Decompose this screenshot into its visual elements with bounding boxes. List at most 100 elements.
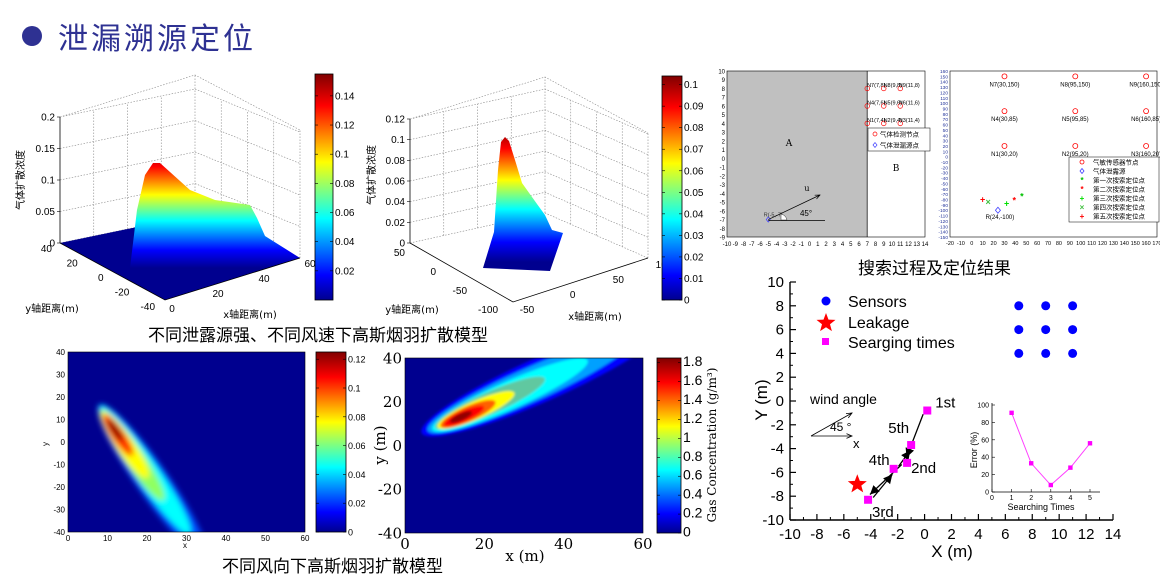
concentration-contour	[449, 411, 473, 423]
y-tick-label: -100	[938, 208, 948, 214]
legend-search-icon: +	[1080, 212, 1085, 221]
y-tick-label: -130	[938, 224, 948, 230]
y-tick-label: -10	[53, 460, 65, 469]
legend-leakage-icon	[816, 313, 836, 332]
grid-line	[409, 130, 649, 176]
wind-arrow	[768, 195, 820, 220]
wind-angle-label: wind angle	[809, 391, 877, 407]
legend-sensor-icon	[1079, 159, 1085, 165]
y-axis-label: y轴距离(m)	[385, 303, 439, 316]
x-tick-label: 6	[1001, 526, 1009, 543]
search-path-arrow	[905, 414, 924, 458]
y-tick-label: 2	[722, 139, 726, 145]
x-tick-label: 0	[920, 526, 928, 543]
x-tick-label: 60	[304, 259, 316, 270]
y-tick-label: 4	[776, 345, 784, 362]
search-point-marker: +	[980, 195, 985, 205]
z-tick-label: 0	[49, 239, 55, 250]
slide-title: 泄漏溯源定位	[58, 22, 256, 57]
wind-label: u	[804, 184, 809, 193]
x-tick-label: 30	[182, 534, 191, 543]
sensor-marker	[1014, 301, 1024, 311]
search-point-marker	[903, 458, 912, 467]
y-tick-label: 20	[67, 259, 79, 270]
y-tick-label: -120	[938, 219, 948, 225]
source-label: R(-5,-7)	[764, 213, 783, 219]
leak-source-marker	[994, 206, 1001, 214]
sensor-node	[881, 85, 887, 92]
colorbar-tick-label: 0.12	[335, 121, 355, 132]
search-path-arrow	[898, 450, 911, 467]
y-tick-label: 90	[943, 106, 949, 112]
y-tick-label: -6	[720, 209, 726, 215]
legend-label: 第五次搜索定位点	[1093, 212, 1146, 221]
x-tick-label: 10	[980, 241, 986, 247]
y-tick-label: -2	[720, 174, 726, 180]
y-tick-label: -30	[941, 171, 948, 177]
y-tick-label: 1	[722, 148, 726, 154]
y-tick-label: 0	[98, 273, 104, 284]
inset-y-tick-label: 20	[981, 472, 989, 479]
inset-x-tick-label: 5	[1088, 495, 1092, 502]
sensor-label: N9(160,150)	[1129, 82, 1160, 88]
colorbar-tick-label: 0.01	[684, 274, 704, 285]
colorbar-tick-label: 0.02	[684, 252, 704, 263]
sensor-label: N5(9,6)	[884, 100, 903, 106]
y-tick-label: 20	[56, 393, 65, 402]
z-tick-label: 0.05	[36, 207, 56, 218]
y-tick-label: 5	[722, 113, 726, 119]
x-tick-label: 0	[570, 290, 576, 301]
legend-box	[867, 127, 931, 152]
legend-label: 第三次搜索定位点	[1093, 194, 1146, 203]
x-tick-label: 4	[841, 242, 845, 248]
inset-x-tick-label: 0	[990, 495, 994, 502]
plot-frame	[67, 351, 306, 533]
x-tick-label: 150	[1131, 241, 1140, 247]
colorbar-tick-label: 1	[683, 429, 691, 445]
floor-axes	[409, 242, 649, 303]
y-tick-label: 8	[776, 298, 784, 315]
concentration-contour	[107, 419, 123, 441]
x-tick-label: 90	[1067, 241, 1073, 247]
y-tick-label: -40	[53, 528, 65, 537]
y-tick-label: 40	[383, 349, 402, 367]
legend-label: Leakage	[848, 315, 909, 332]
y-tick-label: -7	[720, 218, 726, 224]
grid-line	[59, 151, 301, 196]
z-tick-label: 0.2	[41, 113, 55, 124]
sensor-marker	[1068, 348, 1078, 358]
colorbar	[656, 357, 682, 534]
x-tick-label: 5	[849, 242, 853, 248]
z-tick-label: 0.08	[386, 156, 406, 167]
region-label-a: A	[785, 139, 793, 149]
sensor-node	[897, 120, 903, 127]
colorbar-tick-label: 0.08	[684, 123, 704, 134]
x-tick-label: -4	[774, 242, 780, 248]
x-axis-label: x	[183, 541, 187, 550]
x-tick-label: 40	[554, 535, 573, 553]
error-point	[1068, 465, 1073, 470]
y-tick-label: -2	[771, 417, 784, 434]
search-path-arrow	[872, 473, 893, 498]
y-tick-label: 6	[776, 322, 784, 339]
y-tick-label: 110	[940, 96, 948, 102]
x-tick-label: 30	[1001, 241, 1007, 247]
y-tick-label: 140	[940, 80, 948, 86]
inset-x-tick-label: 1	[1010, 495, 1014, 502]
sensor-marker	[1068, 301, 1078, 311]
sensor-label: N1(7,4)	[867, 118, 886, 124]
colorbar-tick-label: 0.03	[684, 231, 704, 242]
sensor-marker	[1041, 348, 1051, 358]
floor-axes	[59, 242, 301, 301]
colorbar-tick-label: 0	[683, 524, 691, 540]
y-tick-label: -10	[941, 160, 948, 166]
x-tick-label: 9	[882, 242, 886, 248]
inset-y-tick-label: 0	[985, 490, 989, 497]
y-tick-label: 0	[722, 157, 726, 163]
sensor-label: N9(11,8)	[899, 83, 920, 89]
grid-line	[59, 120, 301, 164]
y-tick-label: -20	[378, 481, 402, 499]
search-point-marker: +	[1004, 198, 1009, 208]
x-tick-label: -10	[723, 242, 732, 248]
